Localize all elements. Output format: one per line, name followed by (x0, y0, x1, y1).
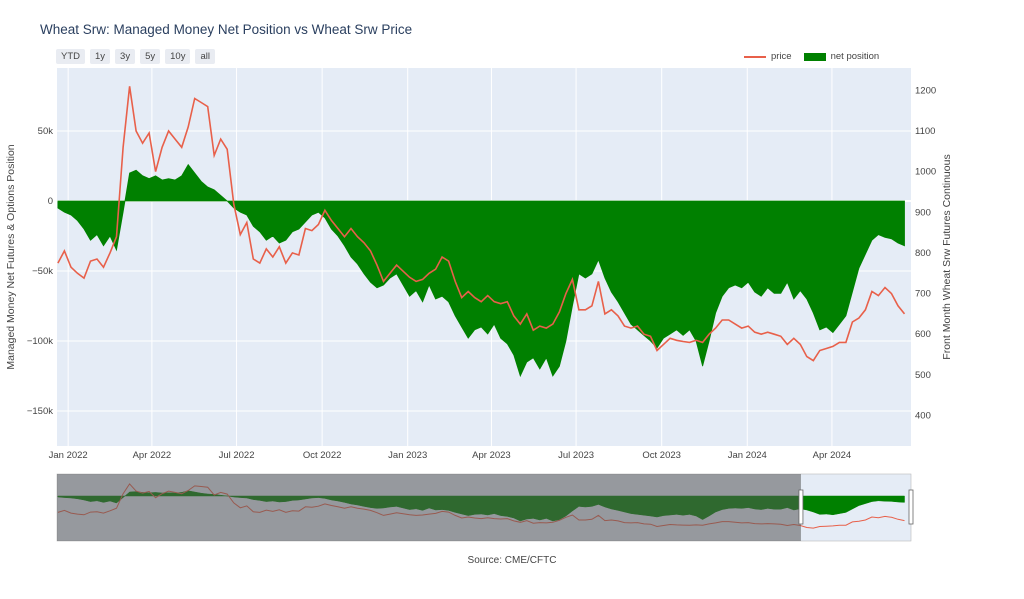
range-button-ytd[interactable]: YTD (56, 49, 85, 64)
y-right-tick-label: 700 (915, 289, 931, 300)
y-right-tick-label: 600 (915, 329, 931, 340)
x-tick-label: Oct 2022 (303, 450, 342, 461)
range-handle-right[interactable] (908, 489, 914, 525)
y-right-tick-label: 800 (915, 248, 931, 259)
x-tick-label: Apr 2022 (133, 450, 172, 461)
range-button-10y[interactable]: 10y (165, 49, 191, 64)
legend-price-swatch[interactable] (744, 55, 766, 58)
x-tick-label: Jul 2022 (219, 450, 255, 461)
legend-net-label[interactable]: net position (830, 51, 880, 62)
range-button-3y[interactable]: 3y (115, 49, 136, 64)
x-tick-label: Jan 2024 (728, 450, 767, 461)
x-tick-label: Jan 2022 (49, 450, 88, 461)
legend: price net position (744, 51, 879, 62)
x-tick-label: Jul 2023 (558, 450, 594, 461)
y-left-tick-label: 0 (48, 196, 53, 207)
chart-title: Wheat Srw: Managed Money Net Position vs… (40, 22, 413, 37)
y-right-tick-label: 1100 (915, 126, 935, 137)
source-note: Source: CME/CFTC (467, 555, 557, 566)
range-button-1y[interactable]: 1y (90, 49, 111, 64)
x-tick-label: Apr 2024 (813, 450, 852, 461)
y-right-tick-label: 1200 (915, 85, 936, 96)
x-tick-label: Jan 2023 (388, 450, 427, 461)
range-selector: YTD 1y 3y 5y 10y all (56, 49, 215, 64)
net-position-area (57, 163, 905, 378)
range-handle-left[interactable] (798, 489, 804, 525)
y-right-tick-label: 900 (915, 207, 931, 218)
price-line (57, 86, 906, 362)
y-left-axis-title: Managed Money Net Futures & Options Posi… (5, 144, 17, 369)
y-left-tick-label: −150k (27, 406, 53, 417)
y-left-tick-label: −100k (27, 336, 53, 347)
x-tick-label: Oct 2023 (642, 450, 681, 461)
y-left-tick-label: 50k (38, 126, 54, 137)
range-unselected-mask (57, 474, 801, 541)
range-button-5y[interactable]: 5y (140, 49, 161, 64)
x-tick-label: Apr 2023 (472, 450, 511, 461)
y-left-tick-label: −50k (32, 266, 53, 277)
y-right-tick-label: 500 (915, 370, 931, 381)
y-right-tick-label: 1000 (915, 167, 936, 178)
legend-price-label[interactable]: price (771, 51, 792, 62)
y-right-axis-title: Front Month Wheat Srw Futures Continuous (941, 154, 953, 359)
range-button-all[interactable]: all (195, 49, 215, 64)
legend-net-swatch[interactable] (803, 52, 826, 61)
y-right-tick-label: 400 (915, 411, 931, 422)
